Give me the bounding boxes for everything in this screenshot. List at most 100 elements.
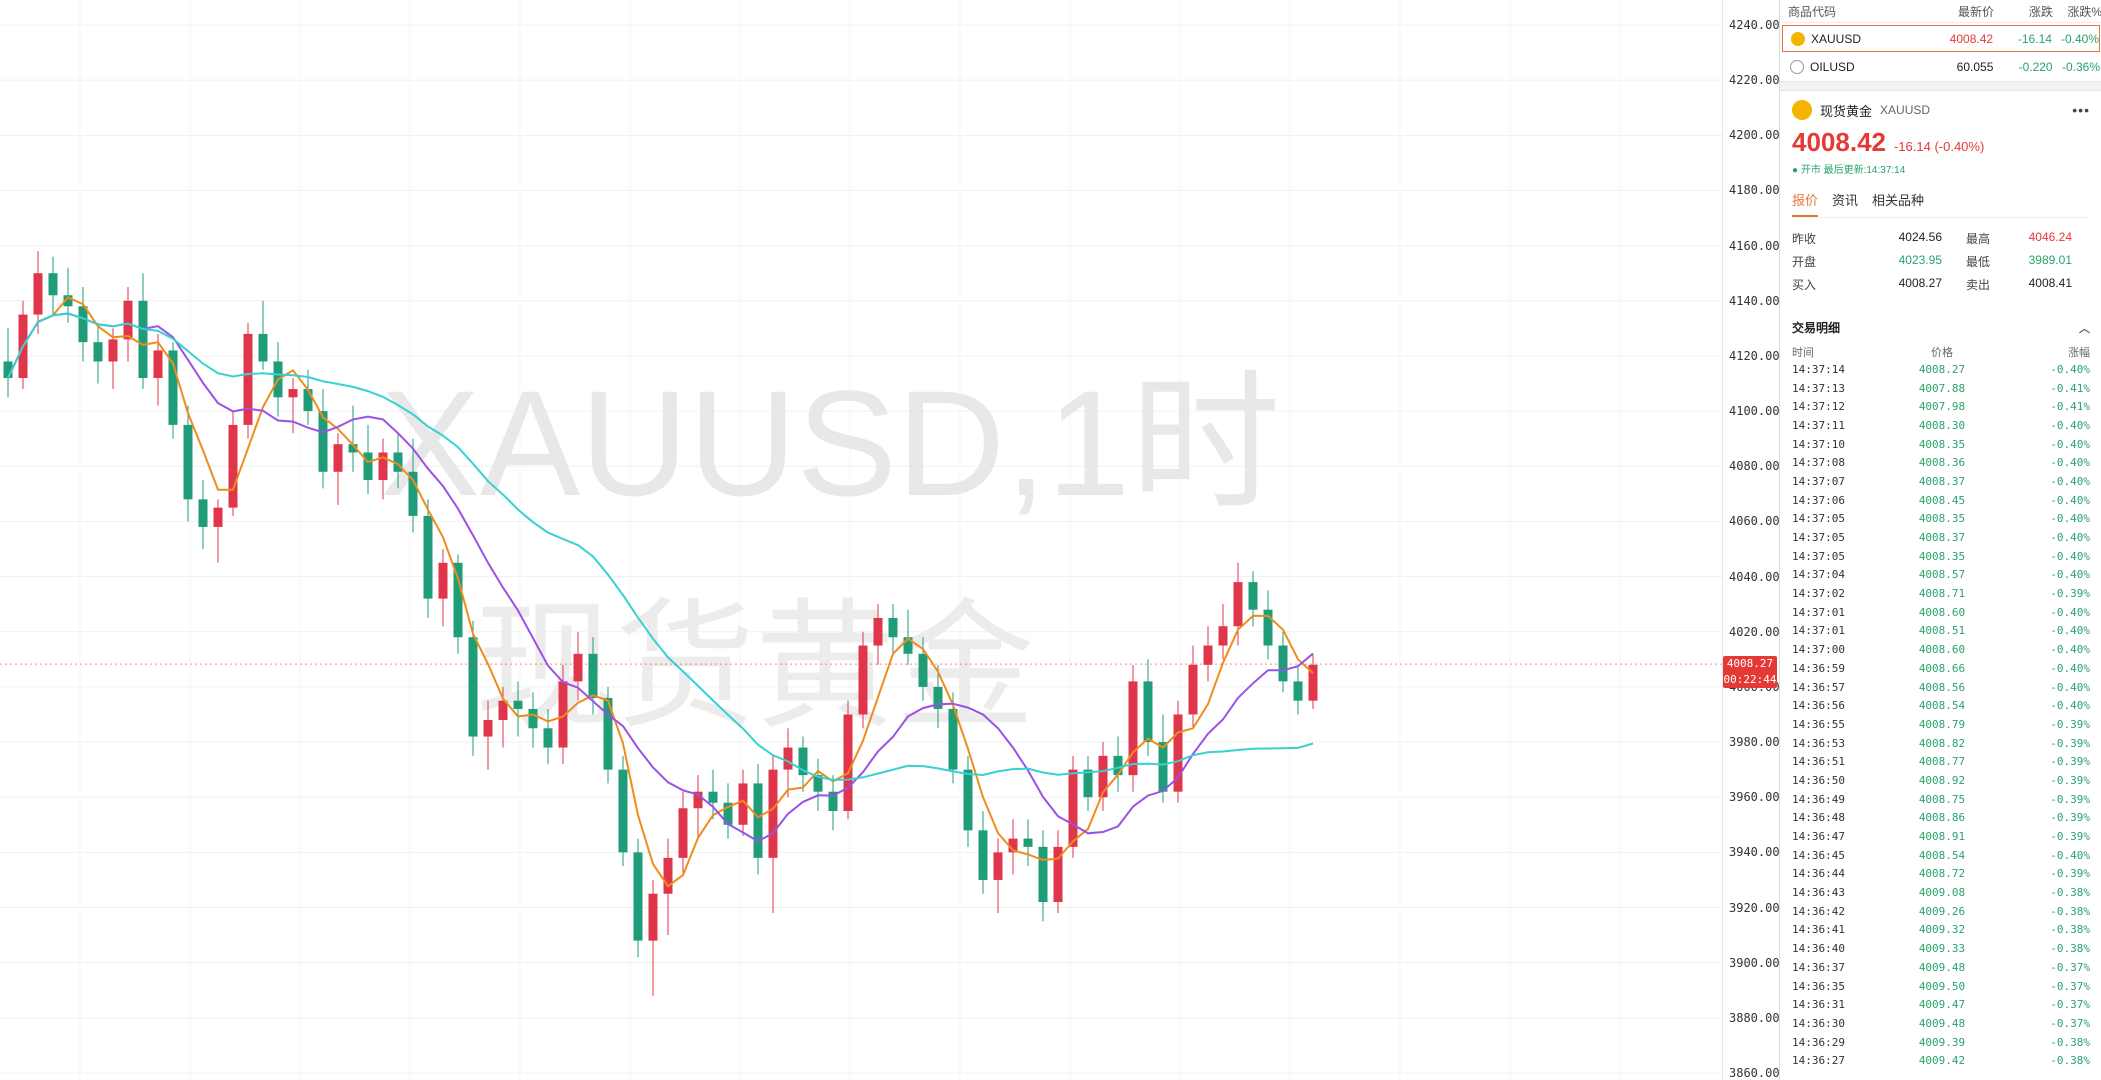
watermark-symbol: XAUUSD,1时 (380, 359, 1280, 527)
trade-pct: -0.40% (2050, 624, 2090, 638)
candle-body (693, 791, 703, 809)
trade-row: 14:36:31 4009.47 -0.37% (1792, 995, 2090, 1014)
trade-price: 4009.50 (1918, 979, 1966, 993)
tab-news[interactable]: 资讯 (1832, 193, 1859, 208)
quote-value: 4023.95 (1898, 253, 1942, 267)
watchlist-row-oilusd[interactable]: OILUSD 60.055 -0.220 -0.36% (1782, 54, 2100, 79)
symbol-code: OILUSD (1810, 59, 1855, 74)
trade-row: 14:36:27 4009.42 -0.38% (1792, 1051, 2090, 1070)
candle-body (378, 452, 388, 481)
trade-price: 4008.54 (1918, 848, 1966, 862)
candle-body (1083, 769, 1093, 798)
quote-label: 最高 (1966, 232, 1991, 246)
candle-body (213, 507, 223, 527)
trade-price: 4008.45 (1918, 493, 1966, 507)
trade-row: 14:36:44 4008.72 -0.39% (1792, 865, 2090, 884)
symbol-code: XAUUSD (1811, 31, 1862, 46)
y-tick-label: 3920.00 (1729, 900, 1780, 915)
trade-pct: -0.40% (2050, 512, 2090, 526)
y-tick-label: 4100.00 (1729, 404, 1780, 419)
candle-body (243, 333, 253, 425)
tab-related[interactable]: 相关品种 (1872, 193, 1925, 208)
candle-body (423, 515, 433, 599)
trade-price: 4008.37 (1918, 474, 1966, 488)
price-axis[interactable]: 4240.00 4220.00 4200.00 4180.00 4160.00 4140.… (1722, 0, 1780, 1080)
trade-row: 14:37:00 4008.60 -0.40% (1792, 640, 2090, 659)
trade-time: 14:36:47 (1792, 830, 1845, 844)
candle-body (1158, 742, 1168, 792)
candle-body (318, 411, 328, 472)
trade-time: 14:37:13 (1792, 381, 1845, 395)
more-options-icon[interactable]: ••• (2072, 102, 2090, 118)
tab-quote[interactable]: 报价 (1792, 190, 1819, 217)
trade-time: 14:36:48 (1792, 811, 1845, 825)
trade-row: 14:36:29 4009.39 -0.38% (1792, 1033, 2090, 1052)
watchlist-row-xauusd[interactable]: XAUUSD 4008.42 -16.14 -0.40% (1782, 25, 2100, 52)
header-pct[interactable]: 涨跌% (2067, 4, 2101, 19)
trades-section-title[interactable]: 交易明细 ︿ (1792, 319, 2090, 336)
current-price-label: 4008.27 (1726, 657, 1774, 671)
candle-body (363, 452, 373, 481)
candle-body (813, 775, 823, 792)
trade-time: 14:37:10 (1792, 437, 1845, 451)
trade-price: 4008.82 (1918, 736, 1966, 750)
trade-row: 14:36:55 4008.79 -0.39% (1792, 715, 2090, 734)
header-latest[interactable]: 最新价 (1958, 4, 1995, 19)
trade-row: 14:37:05 4008.35 -0.40% (1792, 510, 2090, 529)
trade-row: 14:36:57 4008.56 -0.40% (1792, 678, 2090, 697)
candle-body (858, 645, 868, 715)
price-change: -16.14 (2017, 31, 2052, 46)
candle-body (633, 852, 643, 941)
trade-pct: -0.40% (2050, 531, 2090, 545)
trade-time: 14:36:41 (1792, 923, 1845, 937)
y-tick-label: 4180.00 (1729, 183, 1780, 198)
trade-price: 4008.54 (1918, 699, 1966, 713)
trade-pct: -0.37% (2050, 998, 2090, 1012)
trade-time: 14:37:01 (1792, 605, 1845, 619)
trade-row: 14:37:07 4008.37 -0.40% (1792, 472, 2090, 491)
candle-body (738, 783, 748, 825)
trade-time: 14:36:59 (1792, 661, 1845, 675)
candle-body (528, 708, 538, 729)
candle-body (1188, 664, 1198, 715)
candle-body (48, 273, 58, 296)
trade-row: 14:36:49 4008.75 -0.39% (1792, 790, 2090, 809)
trade-row: 14:36:48 4008.86 -0.39% (1792, 809, 2090, 828)
panel-divider[interactable] (1780, 81, 2101, 91)
candle-body (933, 686, 943, 709)
trade-pct: -0.40% (2050, 661, 2090, 675)
header-change[interactable]: 涨跌 (2028, 4, 2053, 19)
trade-pct: -0.39% (2050, 811, 2090, 825)
chevron-up-icon[interactable]: ︿ (2079, 322, 2090, 335)
candle-body (1053, 846, 1063, 903)
candle-body (993, 852, 1003, 880)
trade-price: 4008.91 (1918, 830, 1966, 844)
candle-body (963, 769, 973, 831)
y-tick-label: 4160.00 (1729, 238, 1780, 253)
trade-pct: -0.38% (2050, 904, 2090, 918)
trade-price: 4008.72 (1918, 867, 1966, 881)
candle-body (768, 769, 778, 858)
trade-pct: -0.41% (2050, 381, 2090, 395)
candle-body (498, 700, 508, 720)
detail-tabs: 报价 资讯 相关品种 (1792, 190, 2090, 218)
trade-time: 14:36:57 (1792, 680, 1845, 694)
trade-time: 14:37:12 (1792, 400, 1845, 414)
candle-body (843, 714, 853, 811)
y-tick-label: 3940.00 (1729, 845, 1780, 860)
trade-pct: -0.40% (2050, 474, 2090, 488)
header-code[interactable]: 商品代码 (1788, 4, 1837, 19)
quote-value: 4008.27 (1898, 276, 1942, 290)
quote-label: 卖出 (1966, 278, 1991, 292)
candle-body (1098, 755, 1108, 798)
candlestick-chart[interactable]: XAUUSD,1时 现货黄金 (0, 0, 1722, 1080)
candle-body (903, 637, 913, 654)
trades-title: 交易明细 (1792, 321, 1841, 335)
trade-pct: -0.40% (2050, 568, 2090, 582)
trade-pct: -0.38% (2050, 886, 2090, 900)
current-price-tag: 4008.27 00:22:44 (1723, 656, 1777, 689)
trade-row: 14:37:01 4008.51 -0.40% (1792, 622, 2090, 641)
trades-list[interactable]: 14:37:14 4008.27 -0.40% 14:37:13 4007.88 -0.4… (1792, 360, 2090, 1070)
candle-body (1203, 645, 1213, 665)
